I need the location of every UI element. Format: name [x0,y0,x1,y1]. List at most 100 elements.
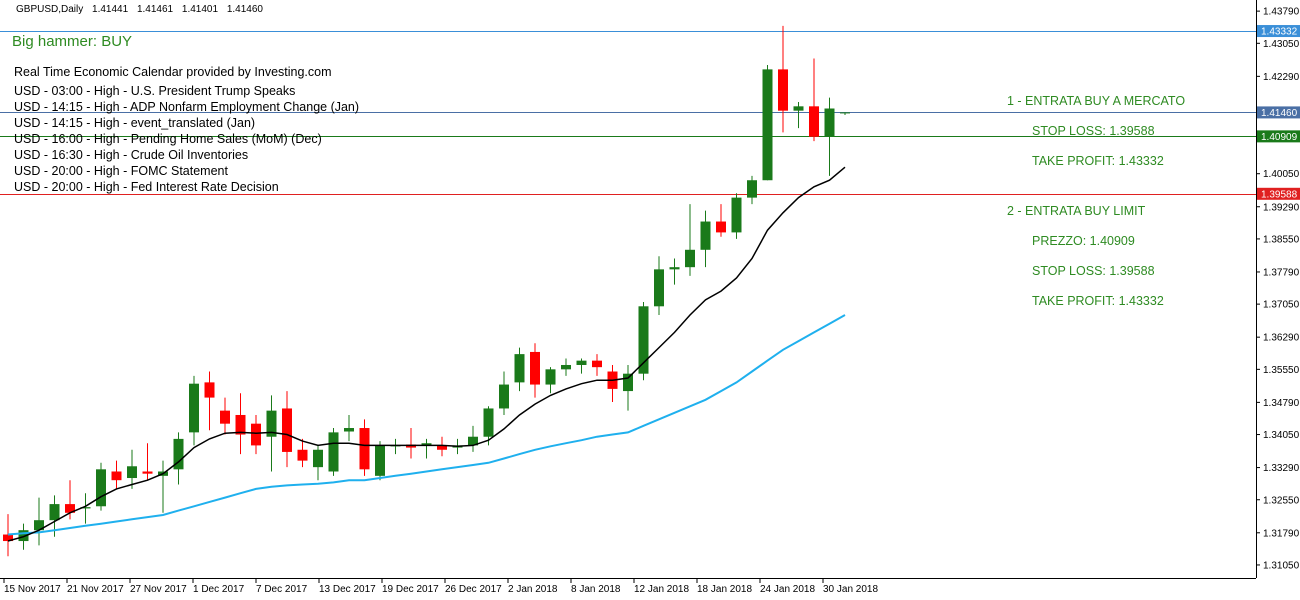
level-badge-sl [1257,187,1300,200]
price-axis-ticks: 1.43790 1.43050 1.42290 1.40050 1.39290 1.385… [1256,7,1300,571]
level-badge-price [1257,106,1300,119]
signal-label: Big hammer: BUY [12,33,133,50]
price-tick-label: 1.31050 [1263,560,1300,571]
time-tick-label: 21 Nov 2017 [67,584,124,595]
candle-body [561,364,571,370]
price-tick-label: 1.34050 [1263,430,1300,441]
candle-body [313,449,323,468]
candle-body [96,469,106,507]
time-tick-label: 15 Nov 2017 [4,584,61,595]
time-tick-label: 24 Jan 2018 [760,584,815,595]
candle-body [65,504,75,513]
candle-body [669,267,680,270]
time-tick-label: 8 Jan 2018 [571,584,621,595]
time-tick-label: 13 Dec 2017 [319,584,376,595]
candle-body [809,106,819,137]
candle-body [824,108,835,137]
level-badge-tp [1257,25,1300,38]
candle-body [80,507,91,509]
trade-stop-loss-1: STOP LOSS: 1.39588 [1032,124,1155,138]
calendar-event: USD - 14:15 - High - ADP Nonfarm Employm… [14,100,360,114]
trade-price-2: PREZZO: 1.40909 [1032,234,1135,248]
candle-body [514,354,525,383]
calendar-event: USD - 14:15 - High - event_translated (J… [14,116,256,130]
trade-stop-loss-2: STOP LOSS: 1.39588 [1032,264,1155,278]
candle-body [468,436,478,446]
candles [3,25,850,557]
candle-body [34,520,44,531]
candle-body [251,423,261,446]
candle-body [499,384,509,409]
time-tick-label: 7 Dec 2017 [256,584,308,595]
candle-body [731,197,742,233]
candle-body [266,410,277,437]
candle-body [592,360,602,368]
price-tick-label: 1.33290 [1263,463,1300,474]
price-tick-label: 1.37050 [1263,300,1300,311]
price-tick-label: 1.42290 [1263,72,1300,83]
time-tick-label: 2 Jan 2018 [508,584,558,595]
level-badges: 1.43332 1.41460 1.40909 1.39588 [1257,25,1300,200]
candle-body [778,69,788,111]
calendar-event: USD - 16:30 - High - Crude Oil Inventori… [14,148,249,162]
candle-body [204,382,215,398]
candle-body [421,443,432,446]
ohlc-high: 1.41461 [136,4,174,15]
price-tick-label: 1.38550 [1263,234,1300,245]
calendar-title: Real Time Economic Calendar provided by … [14,65,332,79]
candle-body [189,383,199,433]
time-tick-label: 30 Jan 2018 [823,584,878,595]
candle-body [235,414,246,435]
ma-slow-line [7,314,846,536]
calendar-event: USD - 20:00 - High - FOMC Statement [14,164,228,178]
time-axis-ticks: 15 Nov 2017 21 Nov 2017 27 Nov 2017 1 Dec 2… [3,578,878,595]
candle-body [282,408,292,452]
price-tick-label: 1.36290 [1263,333,1300,344]
candle-body [359,428,370,470]
time-tick-label: 27 Nov 2017 [130,584,187,595]
ohlc-low: 1.41401 [181,4,219,15]
candle-body [840,112,850,114]
candle-body [545,369,556,385]
candle-body [375,445,385,476]
candle-body [700,221,711,250]
candle-body [297,449,308,461]
price-tick-label: 1.31790 [1263,528,1300,539]
candle-body [762,69,773,181]
trade-take-profit-2: TAKE PROFIT: 1.43332 [1032,294,1164,308]
price-tick-label: 1.32550 [1263,495,1300,506]
price-tick-label: 1.37790 [1263,267,1300,278]
trade-entry-1: 1 - ENTRATA BUY A MERCATO [1007,94,1186,108]
candle-body [111,471,122,481]
candle-body [328,432,339,472]
candle-body [576,360,587,365]
level-badge-entry [1257,130,1300,143]
price-tick-label: 1.43050 [1263,39,1300,50]
candle-body [747,180,757,198]
price-tick-label: 1.43790 [1263,7,1300,18]
ohlc-close: 1.41460 [226,4,263,15]
level-badge-label: 1.39588 [1261,189,1298,200]
candle-body [173,438,184,470]
candle-body [127,466,137,479]
ma-fast-line [7,166,846,542]
time-tick-label: 12 Jan 2018 [634,584,689,595]
candle-body [638,306,649,374]
level-badge-label: 1.41460 [1261,108,1298,119]
price-tick-label: 1.40050 [1263,169,1300,180]
candle-body [623,373,633,392]
symbol-label: GBPUSD,Daily [16,4,84,15]
price-tick-label: 1.34790 [1263,398,1300,409]
time-tick-label: 18 Jan 2018 [697,584,752,595]
level-badge-label: 1.43332 [1261,27,1298,38]
candle-body [49,504,60,521]
price-tick-label: 1.39290 [1263,202,1300,213]
economic-calendar: Real Time Economic Calendar provided by … [14,64,359,195]
time-tick-label: 1 Dec 2017 [193,584,245,595]
calendar-event: USD - 20:00 - High - Fed Interest Rate D… [14,180,279,194]
time-tick-label: 19 Dec 2017 [382,584,439,595]
candle-body [142,471,153,474]
candle-body [344,428,354,432]
calendar-event: USD - 16:00 - High - Pending Home Sales … [14,132,322,146]
